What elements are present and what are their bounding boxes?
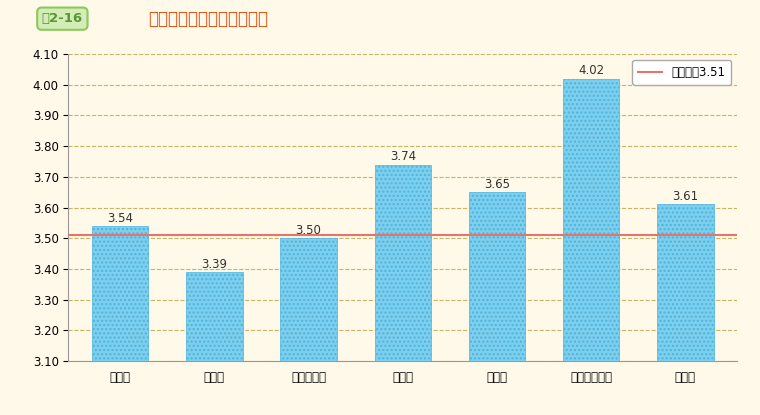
Bar <box>280 238 337 415</box>
Text: 3.61: 3.61 <box>673 190 698 203</box>
Bar <box>469 192 525 415</box>
Text: 職制段階別の回答の平均値: 職制段階別の回答の平均値 <box>148 10 268 28</box>
Text: 4.02: 4.02 <box>578 64 604 77</box>
Bar <box>563 78 619 415</box>
Text: 3.39: 3.39 <box>201 258 227 271</box>
Bar <box>186 272 242 415</box>
Bar <box>92 226 148 415</box>
Bar <box>657 205 714 415</box>
Legend: 総平均値3.51: 総平均値3.51 <box>632 60 731 85</box>
Bar <box>375 164 431 415</box>
Text: 図2-16: 図2-16 <box>42 12 83 25</box>
Text: 3.74: 3.74 <box>390 150 416 163</box>
Text: 3.50: 3.50 <box>296 224 321 237</box>
Text: 3.54: 3.54 <box>107 212 133 225</box>
Text: 3.65: 3.65 <box>484 178 510 191</box>
